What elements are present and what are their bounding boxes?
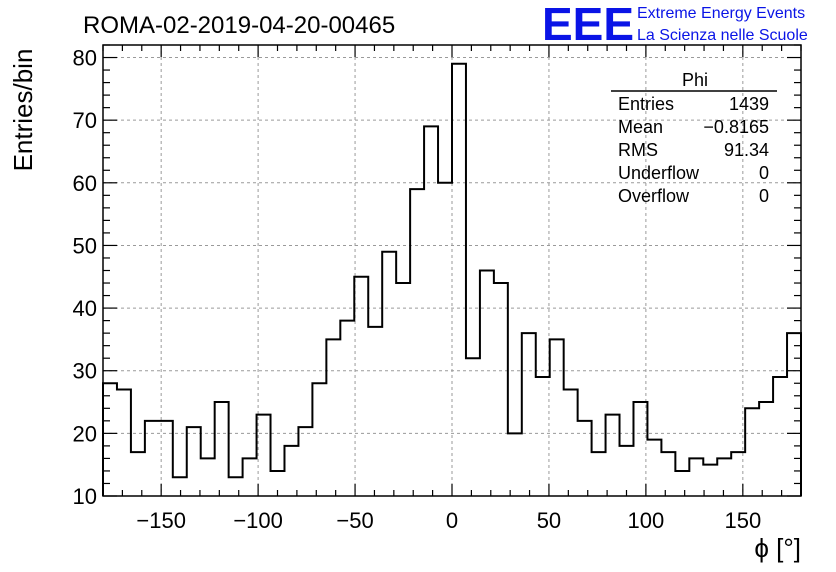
histogram-bin xyxy=(117,390,131,496)
histogram-bin xyxy=(550,339,564,496)
logo-mark: EEE xyxy=(542,0,634,50)
axis-ticks xyxy=(102,44,802,497)
x-tick-label: 150 xyxy=(724,508,761,533)
histogram-bin xyxy=(759,402,773,496)
x-tick-label: −50 xyxy=(336,508,373,533)
histogram-bin xyxy=(271,471,285,496)
histogram-bin xyxy=(382,252,396,496)
histogram-bin xyxy=(536,377,550,496)
histogram-bin xyxy=(620,446,634,496)
stats-box: Phi Entries 1439 Mean −0.8165 RMS 91.34 … xyxy=(611,70,777,206)
y-tick-label: 10 xyxy=(73,484,97,509)
stats-value-underflow: 0 xyxy=(759,163,769,183)
y-axis-title: Entries/bin xyxy=(8,49,38,172)
histogram-bin xyxy=(564,390,578,496)
stats-label-entries: Entries xyxy=(618,94,674,114)
stats-title: Phi xyxy=(682,70,708,90)
histogram-bin xyxy=(257,415,271,496)
y-tick-label: 80 xyxy=(73,46,97,71)
x-axis-title: ϕ [°] xyxy=(754,533,801,563)
y-tick-label: 60 xyxy=(73,171,97,196)
histogram-bin xyxy=(675,471,689,496)
histogram-bin xyxy=(508,433,522,496)
histogram-bin xyxy=(410,189,424,496)
histogram-bin xyxy=(606,415,620,496)
histogram-bin xyxy=(661,452,675,496)
y-tick-label: 50 xyxy=(73,233,97,258)
histogram-bin xyxy=(522,333,536,496)
histogram-bin xyxy=(215,402,229,496)
stats-label-overflow: Overflow xyxy=(618,186,690,206)
histogram-bin xyxy=(689,458,703,496)
histogram-bin xyxy=(354,277,368,496)
histogram-bin xyxy=(480,271,494,497)
histogram-bin xyxy=(745,408,759,496)
histogram-bin xyxy=(284,446,298,496)
histogram-bin xyxy=(452,64,466,496)
stats-value-rms: 91.34 xyxy=(724,140,769,160)
x-tick-label: 0 xyxy=(446,508,458,533)
logo-line-1: Extreme Energy Events xyxy=(637,5,805,22)
histogram-bin xyxy=(438,183,452,496)
histogram-bin xyxy=(424,126,438,496)
x-tick-label: −100 xyxy=(233,508,283,533)
histogram-bin xyxy=(298,427,312,496)
histogram-bin xyxy=(312,383,326,496)
histogram-bin xyxy=(103,383,117,496)
histogram-bin xyxy=(201,458,215,496)
y-tick-label: 20 xyxy=(73,421,97,446)
histogram-bin xyxy=(229,477,243,496)
histogram-bin xyxy=(243,458,257,496)
histogram-bin xyxy=(494,283,508,496)
stats-label-underflow: Underflow xyxy=(618,163,700,183)
stats-value-mean: −0.8165 xyxy=(703,117,769,137)
histogram-bin xyxy=(731,452,745,496)
histogram-bin xyxy=(368,327,382,496)
histogram-bin xyxy=(703,465,717,496)
tick-labels: −150 −100 −50 0 50 100 150 10 20 30 40 50 60 70 80 xyxy=(73,46,762,533)
histogram-outline xyxy=(102,62,802,496)
y-tick-label: 30 xyxy=(73,359,97,384)
histogram-bin xyxy=(326,339,340,496)
eee-logo: EEE Extreme Energy Events La Scienza nel… xyxy=(542,0,808,50)
histogram-bin xyxy=(633,402,647,496)
histogram-bin xyxy=(578,421,592,496)
x-tick-label: 50 xyxy=(537,508,561,533)
stats-label-mean: Mean xyxy=(618,117,663,137)
stats-value-overflow: 0 xyxy=(759,186,769,206)
histogram-bin xyxy=(773,377,787,496)
histogram-bin xyxy=(131,452,145,496)
histogram-bin xyxy=(340,321,354,496)
histogram-bin xyxy=(592,452,606,496)
histogram-bin xyxy=(159,421,173,496)
histogram-bin xyxy=(647,440,661,496)
logo-line-2: La Scienza nelle Scuole xyxy=(637,27,808,44)
stats-value-entries: 1439 xyxy=(729,94,769,114)
stats-label-rms: RMS xyxy=(618,140,658,160)
histogram-bin xyxy=(173,477,187,496)
y-tick-label: 40 xyxy=(73,296,97,321)
x-tick-label: 100 xyxy=(628,508,665,533)
histogram-bin xyxy=(396,283,410,496)
chart-title: ROMA-02-2019-04-20-00465 xyxy=(83,12,395,39)
plot-frame xyxy=(102,44,802,497)
histogram-bin xyxy=(717,458,731,496)
x-tick-label: −150 xyxy=(136,508,186,533)
y-tick-label: 70 xyxy=(73,108,97,133)
histogram-bin xyxy=(187,427,201,496)
histogram-bin xyxy=(145,421,159,496)
histogram-bin xyxy=(787,333,801,496)
histogram-bin xyxy=(466,358,480,496)
